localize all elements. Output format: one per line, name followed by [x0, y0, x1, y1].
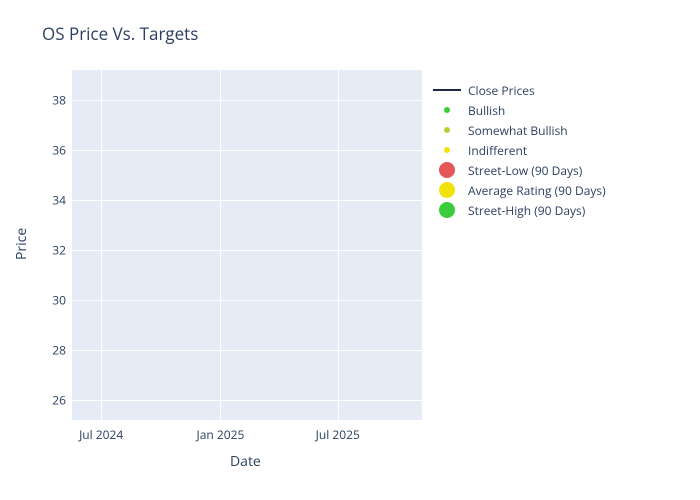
legend-label: Somewhat Bullish [468, 122, 568, 139]
plot-background [72, 70, 422, 420]
x-tick-label: Jul 2025 [316, 426, 360, 443]
legend-item[interactable]: Somewhat Bullish [432, 120, 606, 140]
x-tick-label: Jul 2024 [79, 426, 123, 443]
chart-title: OS Price Vs. Targets [42, 22, 198, 45]
legend-label: Street-High (90 Days) [468, 202, 585, 219]
legend-swatch [432, 182, 462, 198]
y-axis-label: Price [12, 228, 31, 260]
y-tick-label: 34 [52, 192, 66, 209]
legend-item[interactable]: Street-High (90 Days) [432, 200, 606, 220]
legend-item[interactable]: Average Rating (90 Days) [432, 180, 606, 200]
legend-label: Indifferent [468, 142, 527, 159]
price-targets-chart: OS Price Vs. Targets Price Date 26283032… [0, 0, 700, 500]
y-tick-label: 30 [52, 292, 66, 309]
y-tick-label: 36 [52, 142, 66, 159]
y-tick-label: 26 [52, 392, 66, 409]
legend-item[interactable]: Bullish [432, 100, 606, 120]
legend-swatch [432, 127, 462, 133]
legend-label: Bullish [468, 102, 505, 119]
y-tick-label: 38 [52, 92, 66, 109]
legend-item[interactable]: Indifferent [432, 140, 606, 160]
plot-area[interactable]: 26283032343638Jul 2024Jan 2025Jul 2025 [72, 70, 422, 420]
legend-swatch [432, 147, 462, 153]
legend: Close Prices Bullish Somewhat Bullish Indif… [432, 80, 606, 220]
legend-swatch [432, 107, 462, 113]
legend-item[interactable]: Close Prices [432, 80, 606, 100]
legend-swatch [432, 162, 462, 178]
x-tick-label: Jan 2025 [197, 426, 245, 443]
legend-label: Close Prices [468, 82, 535, 99]
y-tick-label: 32 [52, 242, 66, 259]
legend-item[interactable]: Street-Low (90 Days) [432, 160, 606, 180]
y-tick-label: 28 [52, 342, 66, 359]
legend-swatch [432, 89, 462, 91]
legend-swatch [432, 202, 462, 218]
legend-label: Street-Low (90 Days) [468, 162, 582, 179]
x-axis-label: Date [230, 452, 261, 471]
legend-label: Average Rating (90 Days) [468, 182, 606, 199]
